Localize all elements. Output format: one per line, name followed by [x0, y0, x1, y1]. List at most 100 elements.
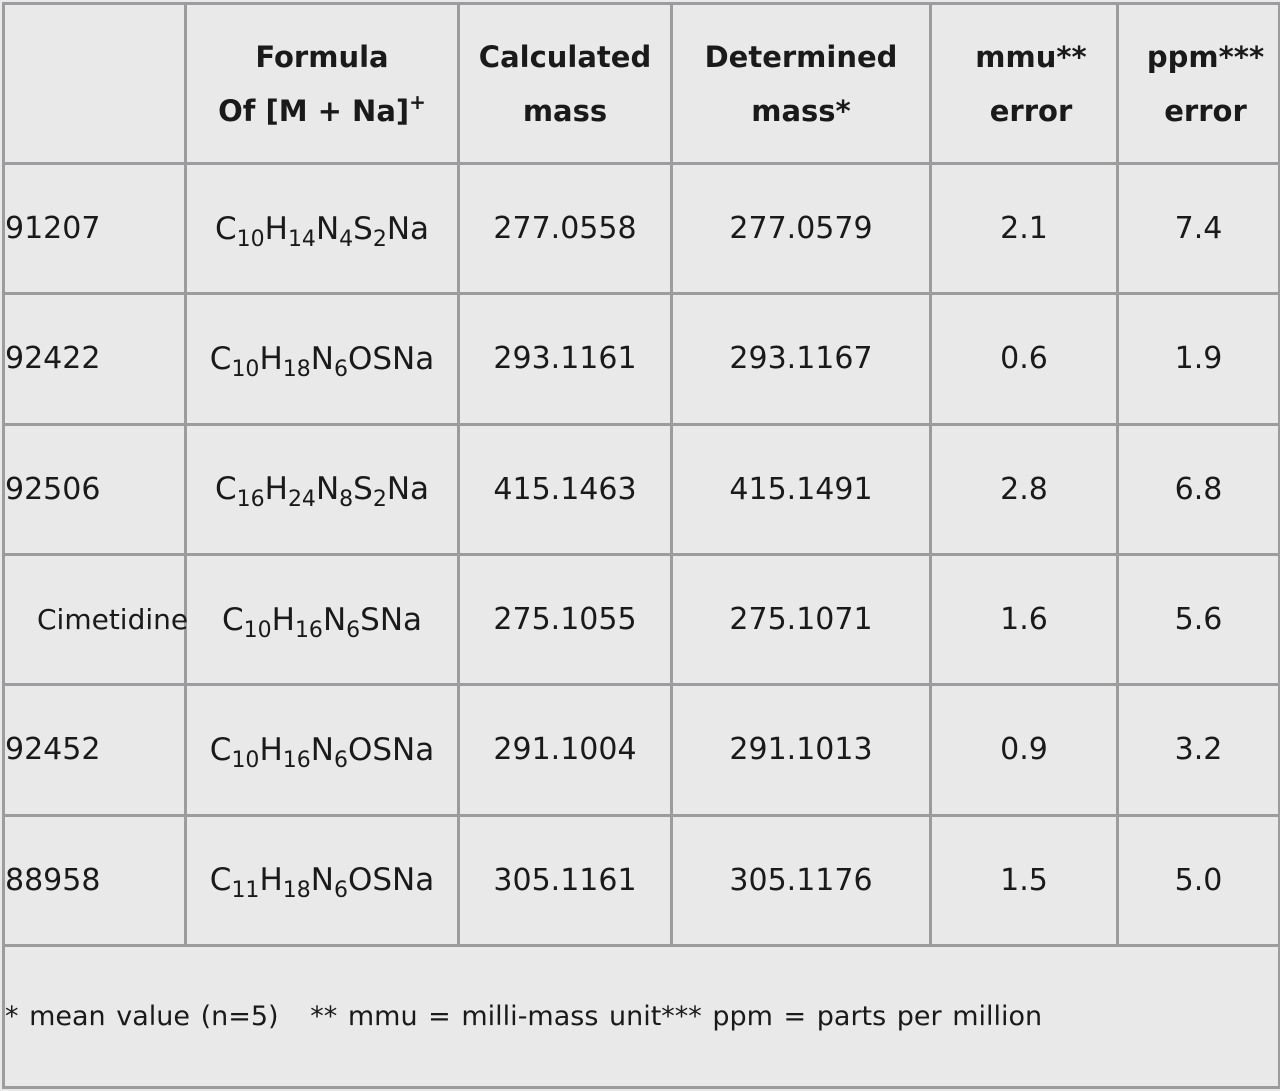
formula-element: C — [209, 862, 232, 899]
formula-subscript: 6 — [333, 878, 348, 904]
formula-subscript: 10 — [231, 747, 260, 773]
calculated-mass-cell: 293.1161 — [457, 292, 673, 426]
ppm-error-cell: 5.6 — [1116, 552, 1280, 687]
formula-element: OSNa — [347, 862, 435, 899]
calculated-mass-cell: 415.1463 — [457, 422, 673, 556]
formula-element: N — [322, 601, 347, 638]
formula-subscript: 2 — [372, 487, 387, 513]
formula-element: OSNa — [347, 731, 435, 768]
ppm-error-cell: 7.4 — [1116, 161, 1280, 296]
header-calc-line1: Calculated — [478, 39, 652, 74]
determined-mass-cell: 293.1167 — [670, 292, 932, 426]
mmu-error-cell: 0.6 — [929, 292, 1119, 426]
calculated-mass-cell: 277.0558 — [457, 161, 673, 296]
compound-id-cell: 92506 — [2, 422, 187, 556]
formula-cell: C10H16N6OSNa — [184, 683, 460, 817]
header-ppm-line2: error — [1164, 93, 1247, 128]
formula-element: S — [353, 471, 373, 508]
formula-element: Na — [386, 471, 430, 508]
formula-subscript: 10 — [236, 226, 265, 252]
header-formula-superscript: + — [409, 89, 426, 114]
formula-cell: C10H18N6OSNa — [184, 292, 460, 426]
formula-subscript: 10 — [231, 356, 260, 382]
formula-element: SNa — [360, 601, 423, 638]
header-formula-cell: Formula Of [M + Na]+ — [184, 2, 460, 165]
mmu-error-cell: 1.5 — [929, 813, 1119, 948]
formula-element: H — [271, 601, 295, 638]
calculated-mass-cell: 291.1004 — [457, 683, 673, 817]
header-formula-line2: Of [M + Na]+ — [218, 89, 426, 128]
formula-subscript: 14 — [287, 226, 316, 252]
header-ppm-cell: ppm*** error — [1116, 2, 1280, 165]
ppm-error-cell: 1.9 — [1116, 292, 1280, 426]
compound-id-cell: 91207 — [2, 161, 187, 296]
formula-element: N — [310, 862, 334, 899]
formula-element: H — [259, 340, 283, 377]
formula-subscript: 2 — [372, 226, 387, 252]
formula-subscript: 8 — [339, 487, 354, 513]
determined-mass-cell: 291.1013 — [670, 683, 932, 817]
formula-subscript: 11 — [231, 878, 260, 904]
formula-element: H — [264, 471, 288, 508]
header-det-line1: Determined — [704, 39, 898, 74]
header-id-cell — [2, 2, 187, 165]
header-mmu-line2: error — [989, 93, 1073, 128]
determined-mass-cell: 275.1071 — [670, 552, 932, 687]
calculated-mass-cell: 275.1055 — [457, 552, 673, 687]
header-mmu-cell: mmu** error — [929, 2, 1119, 165]
formula-element: N — [310, 731, 334, 768]
formula-subscript: 18 — [282, 356, 311, 382]
compound-id-cell: Cimetidine — [2, 552, 188, 687]
determined-mass-cell: 415.1491 — [670, 422, 932, 556]
formula-element: C — [214, 471, 237, 508]
header-ppm-line1: ppm*** — [1146, 39, 1265, 74]
formula-subscript: 10 — [243, 617, 272, 643]
formula-subscript: 18 — [282, 878, 311, 904]
table-body: 91207 C10H14N4S2Na 277.0558 277.0579 2.1 7.4 9… — [2, 161, 1280, 948]
table-row: Cimetidine C10H16N6SNa 275.1055 275.1071 1.6… — [2, 552, 1280, 687]
mmu-error-cell: 2.8 — [929, 422, 1119, 556]
formula-subscript: 16 — [236, 487, 265, 513]
mmu-error-cell: 0.9 — [929, 683, 1119, 817]
formula-element: C — [209, 340, 232, 377]
ppm-error-cell: 5.0 — [1116, 813, 1280, 948]
footnote-text: * mean value (n=5) ** mmu = milli-mass u… — [5, 1001, 1043, 1032]
formula-cell: C10H14N4S2Na — [184, 161, 460, 296]
formula-element: H — [259, 862, 283, 899]
formula-subscript: 24 — [287, 487, 316, 513]
formula-element: N — [310, 340, 334, 377]
table-row: 92422 C10H18N6OSNa 293.1161 293.1167 0.6 1.9 — [2, 292, 1280, 426]
formula-element: H — [264, 210, 288, 247]
formula-element: C — [214, 210, 237, 247]
header-determined-cell: Determined mass* — [670, 2, 932, 165]
table-row: 91207 C10H14N4S2Na 277.0558 277.0579 2.1 7.4 — [2, 161, 1280, 296]
header-calc-line2: mass — [522, 93, 608, 128]
table-row: 88958 C11H18N6OSNa 305.1161 305.1176 1.5 5.0 — [2, 813, 1280, 948]
mmu-error-cell: 2.1 — [929, 161, 1119, 296]
mmu-error-cell: 1.6 — [929, 552, 1119, 687]
footnote-row: * mean value (n=5) ** mmu = milli-mass u… — [2, 944, 1280, 1089]
determined-mass-cell: 305.1176 — [670, 813, 932, 948]
ppm-error-cell: 6.8 — [1116, 422, 1280, 556]
formula-element: S — [353, 210, 373, 247]
compound-id-cell: 88958 — [2, 813, 187, 948]
table-row: 92506 C16H24N8S2Na 415.1463 415.1491 2.8 6.8 — [2, 422, 1280, 556]
compound-id-cell: 92422 — [2, 292, 187, 426]
formula-element: N — [315, 471, 340, 508]
formula-subscript: 16 — [282, 747, 311, 773]
formula-element: N — [315, 210, 340, 247]
determined-mass-cell: 277.0579 — [670, 161, 932, 296]
table-header-row: Formula Of [M + Na]+ Calculated mass Det… — [2, 2, 1280, 165]
table-row: 92452 C10H16N6OSNa 291.1004 291.1013 0.9 3.2 — [2, 683, 1280, 817]
header-det-line2: mass* — [751, 93, 851, 128]
footnote-cell: * mean value (n=5) ** mmu = milli-mass u… — [2, 944, 1280, 1089]
formula-element: H — [259, 731, 283, 768]
header-mmu-line1: mmu** — [975, 39, 1087, 74]
header-calculated-cell: Calculated mass — [457, 2, 673, 165]
compound-id-cell: 92452 — [2, 683, 187, 817]
formula-cell: C11H18N6OSNa — [184, 813, 460, 948]
header-formula-line1: Formula — [255, 39, 389, 74]
formula-subscript: 6 — [333, 747, 348, 773]
